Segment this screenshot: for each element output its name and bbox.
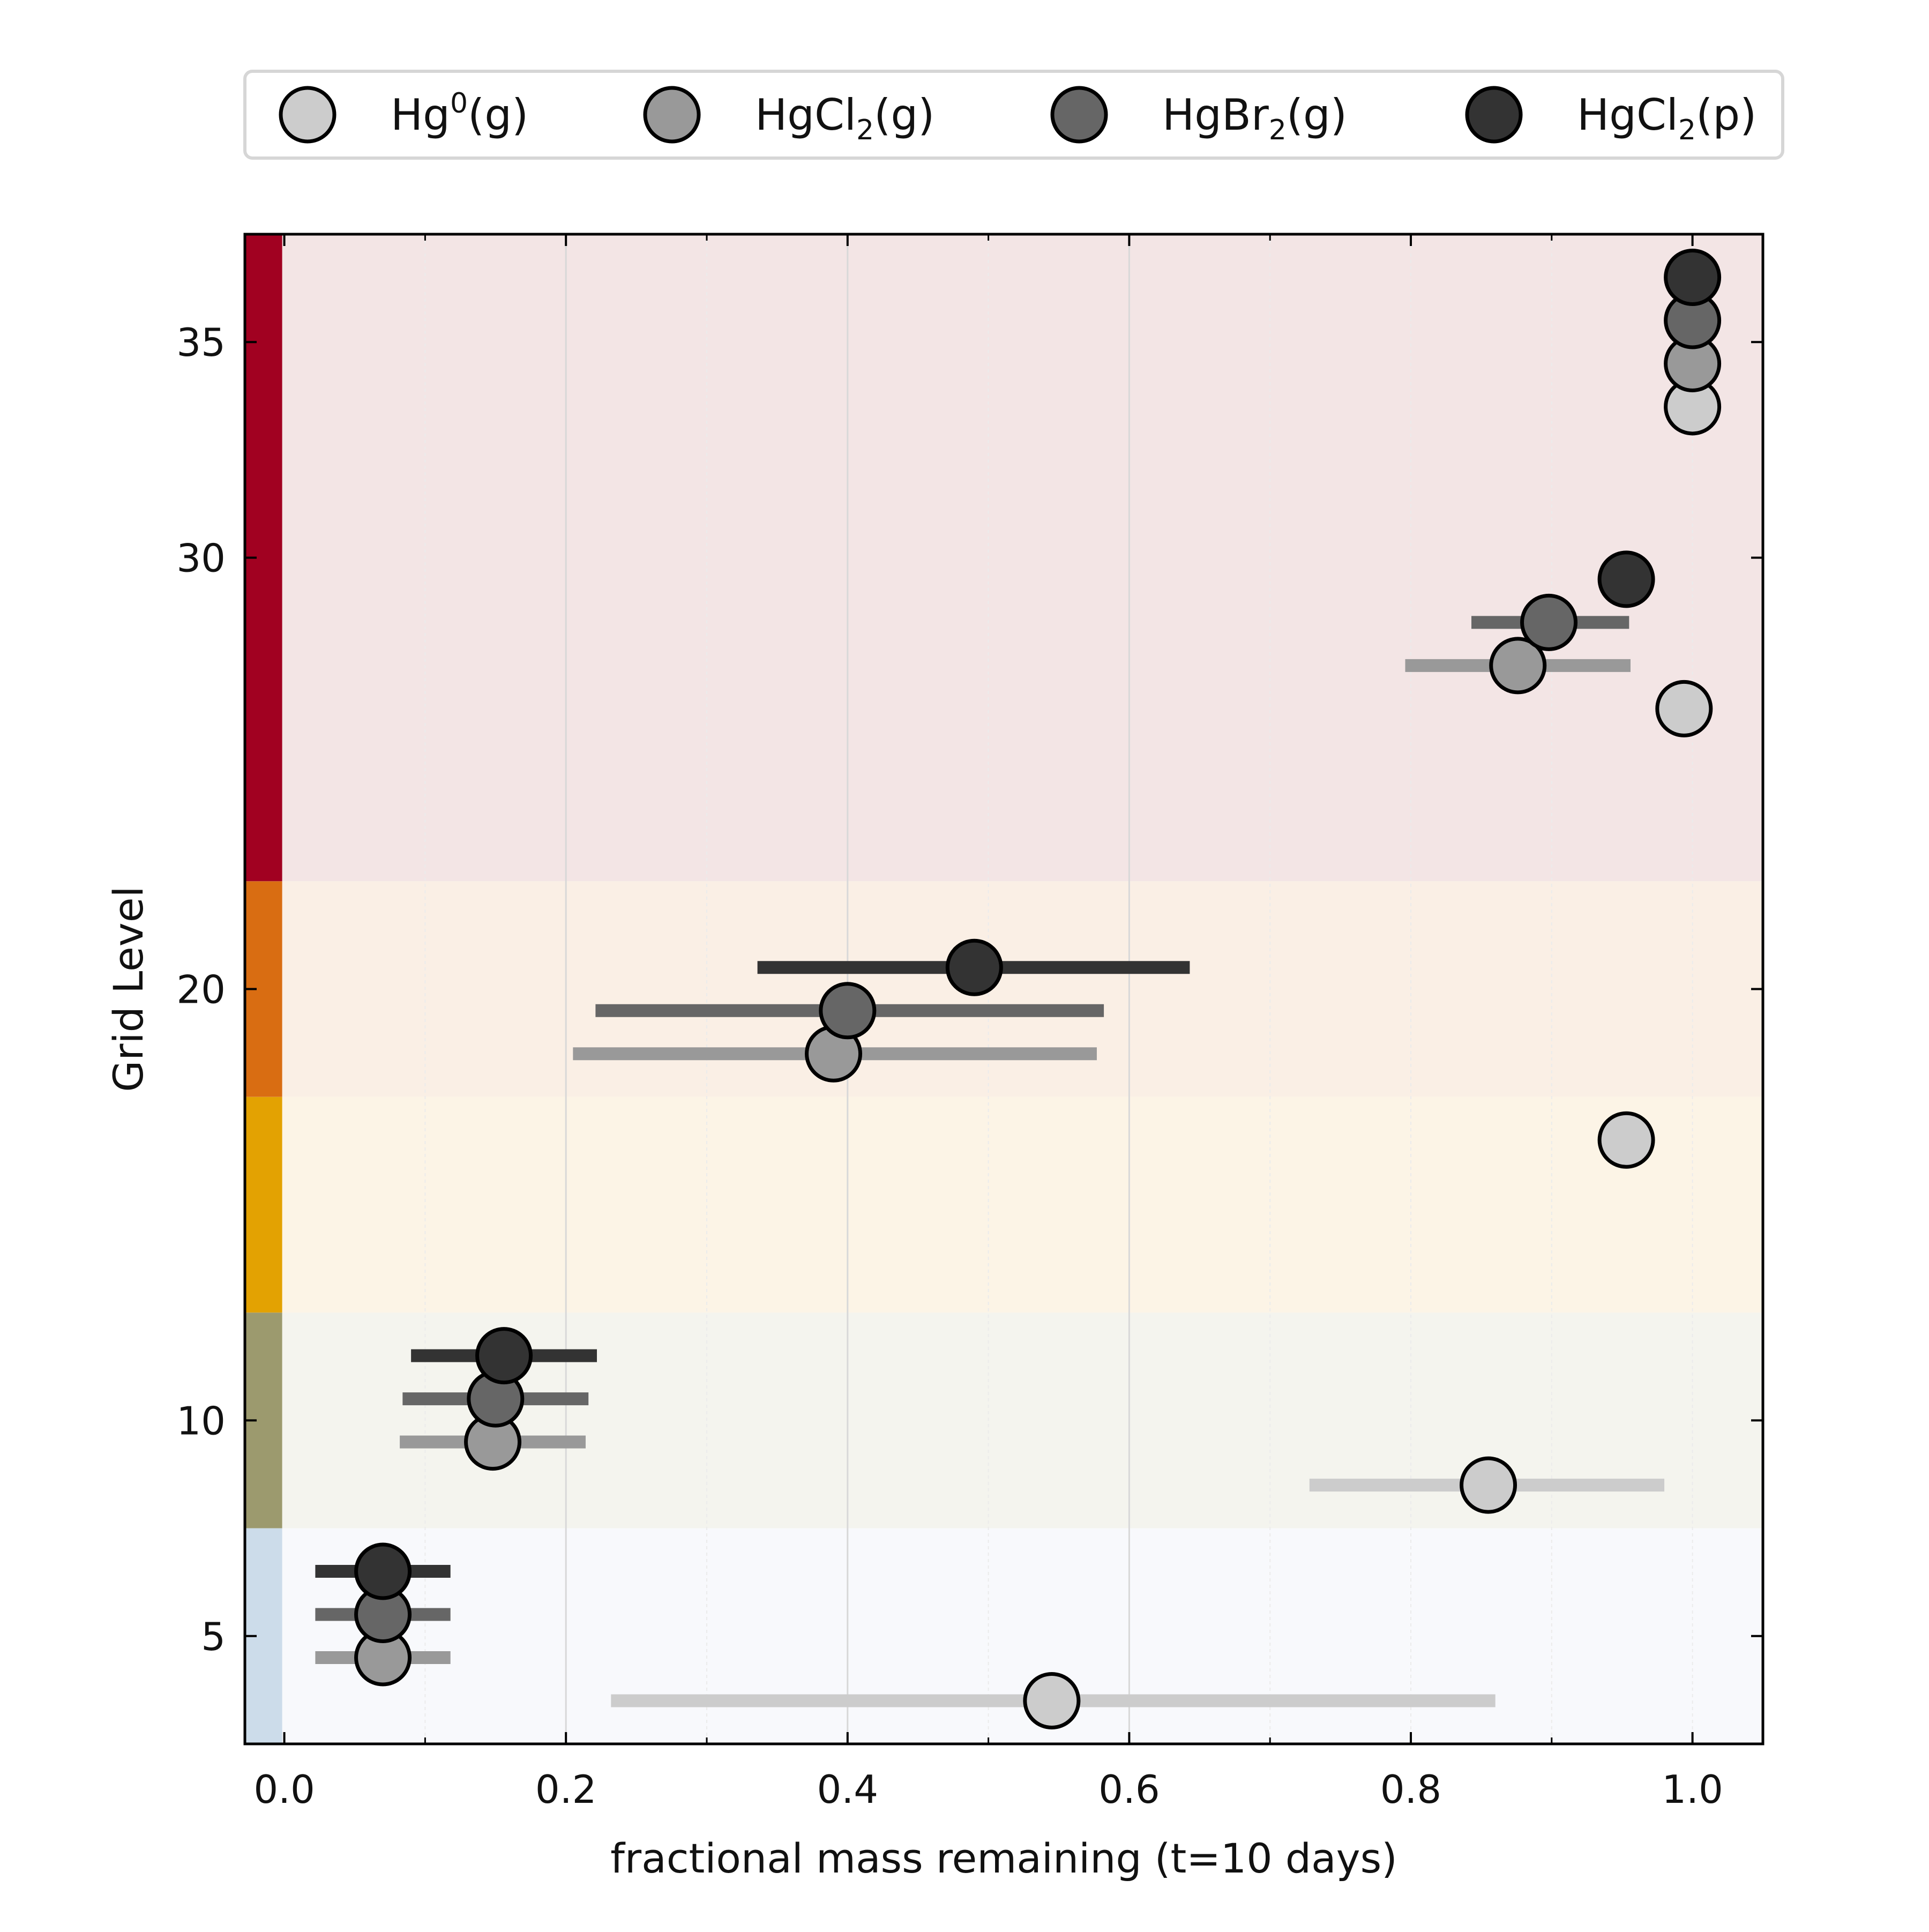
band-3 (245, 881, 1763, 1097)
x-tick-label: 1.0 (1662, 1767, 1723, 1812)
marker-s0-p0 (1023, 1672, 1081, 1730)
legend-label-2: HgBr2(g) (1162, 90, 1347, 146)
legend: Hg0(g) HgCl2(g) HgBr2(g) HgCl2(p) (243, 70, 1784, 160)
y-tick-label: 10 (176, 1398, 226, 1443)
marker-s3-p4 (1664, 248, 1722, 306)
band-2 (245, 1096, 1763, 1313)
legend-marker-1 (643, 86, 701, 144)
marker-s3-p1 (475, 1327, 533, 1385)
band-0 (245, 1528, 1763, 1744)
y-axis-label: Grid Level (104, 886, 152, 1092)
band-4 (245, 234, 1763, 882)
y-tick-label: 20 (176, 967, 226, 1012)
x-tick-label: 0.0 (253, 1767, 315, 1812)
legend-marker-2 (1050, 86, 1108, 144)
marker-s0-p2 (1597, 1111, 1655, 1169)
legend-label-3: HgCl2(p) (1577, 90, 1756, 146)
x-axis-label: fractional mass remaining (t=10 days) (610, 1834, 1397, 1882)
marker-s0-p3 (1655, 680, 1713, 737)
band-1 (245, 1312, 1763, 1528)
x-tick-label: 0.2 (535, 1767, 597, 1812)
legend-box (243, 70, 1784, 160)
marker-s3-p3 (1597, 550, 1655, 608)
x-tick-label: 0.4 (817, 1767, 879, 1812)
legend-label-1: HgCl2(g) (755, 90, 934, 146)
marker-s3-p2 (945, 938, 1003, 996)
marker-s2-p3 (1520, 593, 1578, 651)
band-strip-2 (245, 1096, 282, 1313)
x-tick-label: 0.6 (1098, 1767, 1160, 1812)
band-layer (245, 234, 1763, 1744)
marker-s2-p2 (819, 982, 877, 1040)
axes-layer: 0.0 0.2 0.4 0.6 0.8 1.0 5 10 20 30 35 (176, 233, 1764, 1812)
x-tick-label: 0.8 (1380, 1767, 1442, 1812)
marker-s3-p0 (354, 1542, 412, 1600)
legend-marker-3 (1465, 86, 1523, 144)
legend-label-0: Hg0(g) (391, 87, 528, 140)
marker-layer (354, 248, 1722, 1730)
marker-s0-p1 (1460, 1456, 1517, 1514)
y-tick-label: 35 (176, 320, 226, 365)
marker-s1-p3 (1489, 637, 1547, 695)
y-tick-label: 5 (201, 1614, 226, 1659)
y-tick-label: 30 (176, 536, 226, 581)
legend-marker-0 (279, 86, 337, 144)
